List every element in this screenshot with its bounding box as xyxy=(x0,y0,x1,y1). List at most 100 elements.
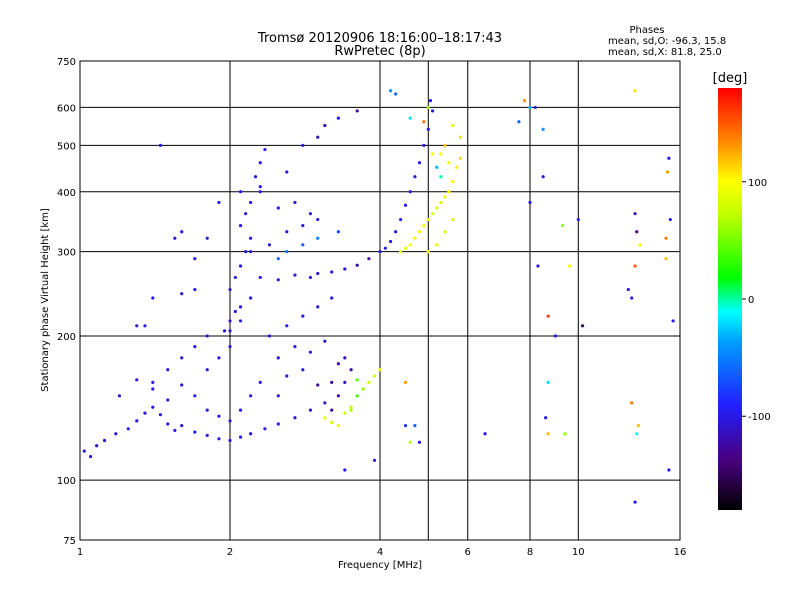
data-point xyxy=(455,165,459,169)
data-point xyxy=(293,273,297,277)
data-point xyxy=(301,368,305,372)
data-point xyxy=(82,449,86,453)
data-point xyxy=(151,405,155,409)
data-point xyxy=(394,230,398,234)
data-point xyxy=(267,334,272,338)
y-tick-label: 750 xyxy=(57,57,76,68)
data-point xyxy=(349,408,353,412)
data-point xyxy=(408,440,412,444)
data-point xyxy=(308,350,313,354)
data-point xyxy=(343,468,347,472)
data-point xyxy=(483,432,487,436)
colorbar-tick-label: 0 xyxy=(748,295,754,306)
data-point xyxy=(135,324,139,328)
data-point xyxy=(301,223,305,228)
data-point xyxy=(383,246,387,250)
data-point xyxy=(193,257,197,261)
data-point xyxy=(343,411,347,415)
data-point xyxy=(244,250,248,254)
data-point xyxy=(349,368,353,372)
data-point xyxy=(330,296,334,300)
x-tick-label: 10 xyxy=(572,547,585,558)
data-point xyxy=(388,239,393,244)
data-point xyxy=(330,420,334,424)
y-tick-label: 100 xyxy=(57,476,76,487)
data-point xyxy=(413,423,417,428)
data-point xyxy=(316,383,320,387)
data-point xyxy=(443,143,447,147)
data-point xyxy=(301,314,305,318)
data-point xyxy=(205,236,209,240)
data-point xyxy=(430,212,435,216)
data-point xyxy=(102,438,107,443)
data-point xyxy=(330,408,334,412)
data-point xyxy=(276,422,280,426)
data-point xyxy=(408,243,412,247)
data-point xyxy=(193,287,197,292)
data-point xyxy=(528,200,532,205)
data-point xyxy=(258,275,262,280)
data-point xyxy=(238,319,243,323)
data-point xyxy=(323,123,327,128)
data-point xyxy=(228,438,232,443)
data-point xyxy=(408,190,412,194)
data-point xyxy=(276,394,280,398)
data-point xyxy=(249,432,253,436)
data-point xyxy=(238,435,243,439)
data-point xyxy=(249,250,253,254)
x-tick-label: 2 xyxy=(227,547,233,558)
data-point xyxy=(451,123,455,128)
data-point xyxy=(626,287,630,292)
data-point xyxy=(228,319,232,323)
data-point xyxy=(546,314,550,318)
data-point xyxy=(413,175,417,179)
data-point xyxy=(276,356,280,360)
data-point xyxy=(417,440,422,444)
data-point xyxy=(403,203,408,207)
phases-header: Phases xyxy=(629,25,664,36)
data-point xyxy=(343,356,347,360)
data-point xyxy=(253,175,258,179)
data-point xyxy=(633,264,637,268)
colorbar-tick-label: -100 xyxy=(748,412,771,423)
data-point xyxy=(435,206,439,210)
data-point xyxy=(180,383,184,387)
data-point xyxy=(180,423,184,428)
data-point xyxy=(451,217,455,222)
data-point xyxy=(667,156,671,160)
stats-x-mode: mean, sd,X: 81.8, 25.0 xyxy=(608,47,722,58)
data-point xyxy=(249,236,253,240)
data-point xyxy=(458,156,463,160)
data-point xyxy=(166,398,170,402)
data-point xyxy=(378,250,382,254)
data-point xyxy=(316,305,320,309)
data-point xyxy=(135,419,139,423)
data-point xyxy=(638,243,642,247)
data-point xyxy=(451,180,455,184)
data-point xyxy=(403,246,408,250)
x-tick-label: 8 xyxy=(527,547,533,558)
data-point xyxy=(285,374,289,378)
data-point xyxy=(635,230,639,234)
data-point xyxy=(323,339,327,343)
data-point xyxy=(301,243,305,247)
y-tick-label: 500 xyxy=(57,141,76,152)
data-point xyxy=(285,170,289,174)
data-point xyxy=(180,230,184,234)
y-tick-label: 200 xyxy=(57,332,76,343)
data-point xyxy=(151,387,155,391)
data-point xyxy=(258,380,262,384)
data-point xyxy=(249,394,253,398)
data-point xyxy=(301,143,305,147)
data-point xyxy=(233,275,237,280)
data-point xyxy=(158,143,163,147)
stats-o-mode: mean, sd,O: -96.3, 15.8 xyxy=(608,36,726,47)
data-point xyxy=(458,135,463,139)
data-point xyxy=(308,275,313,280)
data-point xyxy=(372,458,377,462)
x-axis-ticks: 1 2 4 6 8 10 16 xyxy=(77,547,687,558)
data-point xyxy=(330,270,334,274)
data-point xyxy=(671,319,675,323)
data-point xyxy=(517,120,521,124)
data-point xyxy=(143,411,147,415)
